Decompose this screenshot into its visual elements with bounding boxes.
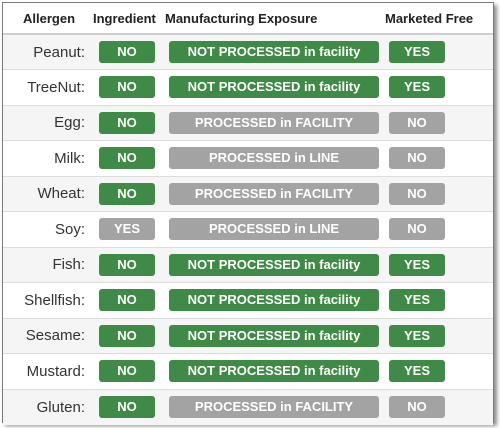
marketed-free-badge: NO <box>389 111 445 134</box>
manufacturing-exposure-badge: NOT PROCESSED in facility <box>169 289 379 312</box>
table-row: Fish: NO NOT PROCESSED in facility YES <box>3 246 493 283</box>
marketed-free-badge: YES <box>389 289 445 312</box>
ingredient-cell: NO <box>93 33 165 70</box>
table-row: Wheat: NO PROCESSED in FACILITY NO <box>3 175 493 212</box>
allergen-name: Soy: <box>3 211 93 247</box>
allergen-table-panel: Allergen Ingredient Manufacturing Exposu… <box>2 2 494 425</box>
manufacturing-exposure-badge: NOT PROCESSED in facility <box>169 76 379 99</box>
ingredient-cell: NO <box>93 388 165 425</box>
marketed_free-cell: YES <box>385 33 493 70</box>
exposure-cell: PROCESSED in FACILITY <box>165 175 385 212</box>
header-manufacturing-exposure: Manufacturing Exposure <box>165 3 385 35</box>
exposure-cell: NOT PROCESSED in facility <box>165 282 385 318</box>
manufacturing-exposure-badge: NOT PROCESSED in facility <box>169 324 379 347</box>
table-row: Soy: YES PROCESSED in LINE NO <box>3 211 493 247</box>
manufacturing-exposure-badge: NOT PROCESSED in facility <box>169 253 379 276</box>
marketed-free-badge: YES <box>389 76 445 99</box>
table-row: Milk: NO PROCESSED in LINE NO <box>3 140 493 176</box>
manufacturing-exposure-badge: PROCESSED in FACILITY <box>169 396 379 418</box>
table-row: Sesame: NO NOT PROCESSED in facility YES <box>3 317 493 354</box>
ingredient-cell: NO <box>93 175 165 212</box>
ingredient-badge: NO <box>99 111 155 134</box>
ingredient-badge: YES <box>99 218 155 241</box>
ingredient-cell: NO <box>93 140 165 176</box>
table-row: Gluten: NO PROCESSED in FACILITY NO <box>3 388 493 425</box>
exposure-cell: PROCESSED in LINE <box>165 140 385 176</box>
marketed_free-cell: YES <box>385 69 493 105</box>
marketed_free-cell: YES <box>385 282 493 318</box>
marketed_free-cell: YES <box>385 353 493 389</box>
exposure-cell: NOT PROCESSED in facility <box>165 353 385 389</box>
header-ingredient: Ingredient <box>93 3 165 35</box>
exposure-cell: NOT PROCESSED in facility <box>165 246 385 283</box>
header-allergen: Allergen <box>3 3 93 35</box>
ingredient-badge: NO <box>99 396 155 418</box>
ingredient-cell: NO <box>93 246 165 283</box>
table-header-row: Allergen Ingredient Manufacturing Exposu… <box>3 3 493 35</box>
manufacturing-exposure-badge: NOT PROCESSED in facility <box>169 360 379 383</box>
ingredient-cell: NO <box>93 317 165 354</box>
exposure-cell: NOT PROCESSED in facility <box>165 69 385 105</box>
allergen-name: Egg: <box>3 104 93 141</box>
ingredient-badge: NO <box>99 324 155 347</box>
ingredient-badge: NO <box>99 253 155 276</box>
table-row: TreeNut: NO NOT PROCESSED in facility YES <box>3 69 493 105</box>
ingredient-badge: NO <box>99 76 155 99</box>
ingredient-cell: NO <box>93 104 165 141</box>
allergen-name: Sesame: <box>3 317 93 354</box>
allergen-name: Mustard: <box>3 353 93 389</box>
table-row: Shellfish: NO NOT PROCESSED in facility YES <box>3 282 493 318</box>
allergen-name: TreeNut: <box>3 69 93 105</box>
manufacturing-exposure-badge: PROCESSED in FACILITY <box>169 182 379 205</box>
exposure-cell: PROCESSED in FACILITY <box>165 104 385 141</box>
ingredient-cell: NO <box>93 69 165 105</box>
ingredient-badge: NO <box>99 147 155 170</box>
allergen-table: Allergen Ingredient Manufacturing Exposu… <box>3 3 493 425</box>
allergen-name: Milk: <box>3 140 93 176</box>
marketed-free-badge: NO <box>389 147 445 170</box>
ingredient-cell: NO <box>93 282 165 318</box>
ingredient-badge: NO <box>99 182 155 205</box>
marketed_free-cell: NO <box>385 388 493 425</box>
marketed_free-cell: YES <box>385 246 493 283</box>
marketed-free-badge: YES <box>389 41 445 63</box>
marketed-free-badge: NO <box>389 396 445 418</box>
exposure-cell: NOT PROCESSED in facility <box>165 33 385 70</box>
table-row: Egg: NO PROCESSED in FACILITY NO <box>3 104 493 141</box>
marketed_free-cell: NO <box>385 211 493 247</box>
marketed-free-badge: YES <box>389 324 445 347</box>
ingredient-badge: NO <box>99 360 155 383</box>
exposure-cell: NOT PROCESSED in facility <box>165 317 385 354</box>
exposure-cell: PROCESSED in LINE <box>165 211 385 247</box>
ingredient-badge: NO <box>99 41 155 63</box>
allergen-name: Wheat: <box>3 175 93 212</box>
ingredient-cell: YES <box>93 211 165 247</box>
header-marketed-free: Marketed Free <box>385 3 493 35</box>
table-row: Mustard: NO NOT PROCESSED in facility YES <box>3 353 493 389</box>
manufacturing-exposure-badge: NOT PROCESSED in facility <box>169 41 379 63</box>
marketed_free-cell: NO <box>385 140 493 176</box>
marketed-free-badge: NO <box>389 182 445 205</box>
allergen-name: Fish: <box>3 246 93 283</box>
allergen-name: Peanut: <box>3 33 93 70</box>
ingredient-cell: NO <box>93 353 165 389</box>
marketed_free-cell: NO <box>385 175 493 212</box>
exposure-cell: PROCESSED in FACILITY <box>165 388 385 425</box>
marketed_free-cell: YES <box>385 317 493 354</box>
manufacturing-exposure-badge: PROCESSED in LINE <box>169 218 379 241</box>
marketed-free-badge: YES <box>389 360 445 383</box>
table-row: Peanut: NO NOT PROCESSED in facility YES <box>3 33 493 70</box>
marketed_free-cell: NO <box>385 104 493 141</box>
manufacturing-exposure-badge: PROCESSED in FACILITY <box>169 111 379 134</box>
marketed-free-badge: YES <box>389 253 445 276</box>
marketed-free-badge: NO <box>389 218 445 241</box>
manufacturing-exposure-badge: PROCESSED in LINE <box>169 147 379 170</box>
allergen-name: Gluten: <box>3 388 93 425</box>
allergen-name: Shellfish: <box>3 282 93 318</box>
ingredient-badge: NO <box>99 289 155 312</box>
